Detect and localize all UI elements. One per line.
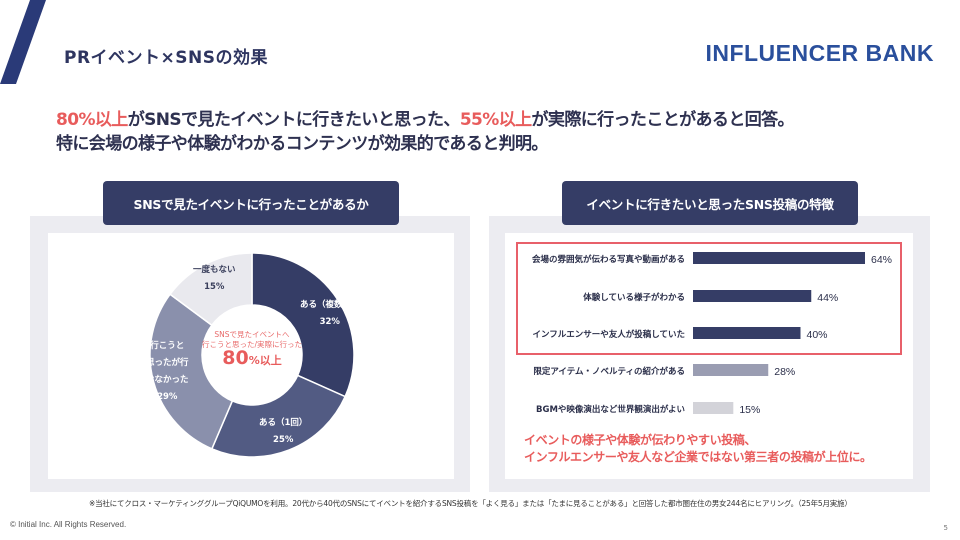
slice-label-multiple-times-value: 32% — [319, 317, 340, 327]
donut-center-number: 80 — [222, 347, 249, 369]
slice-label-once: ある（1回） 25% — [259, 415, 307, 449]
headline-stat-1: 80%以上 — [56, 110, 128, 130]
headline-line-1: 80%以上がSNSで見たイベントに行きたいと思った、55%以上が実際に行ったこと… — [56, 108, 795, 132]
right-panel-card — [505, 233, 913, 479]
bar-chart-callout: イベントの様子や体験が伝わりやすい投稿、 インフルエンサーや友人など企業ではない… — [524, 432, 872, 466]
donut-center-caption-line-1: SNSで見たイベントへ — [214, 330, 290, 339]
slice-label-wanted-line-3: けなかった — [146, 375, 189, 385]
donut-center-caption: SNSで見たイベントへ 行こうと思った/実際に行った — [196, 330, 308, 350]
bar — [693, 252, 865, 264]
headline-line-2: 特に会場の様子や体験がわかるコンテンツが効果的であると判明。 — [56, 134, 548, 154]
slice-label-multiple-times-name: ある（複数回） — [300, 300, 360, 310]
headline-text-2: が実際に行ったことがあると回答。 — [531, 110, 795, 130]
bar-value-label: 64% — [871, 254, 892, 266]
bar-value-label: 40% — [807, 329, 828, 341]
slice-label-once-value: 25% — [273, 435, 294, 445]
bar-category-label: インフルエンサーや友人が投稿していた — [533, 329, 686, 340]
slice-label-never: 一度もない 15% — [193, 262, 236, 296]
bar-category-label: BGMや映像演出など世界観演出がよい — [536, 404, 685, 415]
bar — [693, 402, 734, 414]
slice-label-never-name: 一度もない — [193, 265, 236, 275]
slice-label-once-name: ある（1回） — [259, 418, 308, 428]
bar — [693, 290, 812, 302]
copyright: © Initial Inc. All Rights Reserved. — [10, 520, 127, 529]
right-panel-heading: イベントに行きたいと思ったSNS投稿の特徴 — [562, 181, 858, 225]
bar-chart: 会場の雰囲気が伝わる写真や動画がある 64% 体験している様子がわかる 44% インフル… — [531, 252, 892, 416]
survey-footnote: ※当社にてクロス・マーケティンググループQiQUMOを利用。20代から40代のS… — [89, 499, 852, 508]
slice-label-never-value: 15% — [204, 282, 225, 292]
bar — [693, 364, 769, 376]
callout-line-1: イベントの様子や体験が伝わりやすい投稿、 — [524, 433, 757, 447]
donut-slice-never — [168, 252, 253, 327]
donut-slice-multiple-times — [251, 252, 354, 398]
bar-category-label: 会場の雰囲気が伝わる写真や動画がある — [531, 254, 685, 265]
donut-center-value: 80%以上 — [196, 347, 308, 369]
bar-category-label: 体験している様子がわかる — [583, 292, 685, 303]
page-number: 5 — [943, 524, 948, 532]
slice-label-wanted-line-1: 行こうと — [150, 341, 185, 351]
corner-stripe-decoration — [0, 0, 46, 84]
headline-text-1: がSNSで見たイベントに行きたいと思った、 — [127, 110, 461, 130]
headline: 80%以上がSNSで見たイベントに行きたいと思った、55%以上が実際に行ったこと… — [56, 108, 795, 156]
left-panel-heading: SNSで見たイベントに行ったことがあるか — [103, 181, 399, 225]
slice-label-wanted-value: 29% — [157, 392, 178, 402]
bar — [693, 327, 801, 339]
top-three-highlight-box — [516, 242, 902, 355]
slice-label-wanted-line-2: 思ったが行 — [146, 358, 189, 368]
donut-slice-wanted-but-couldnt — [150, 293, 234, 450]
donut-chart — [150, 252, 354, 458]
bar-value-label: 28% — [774, 366, 795, 378]
bar-value-label: 15% — [739, 404, 760, 416]
donut-slice-once — [210, 374, 347, 458]
headline-stat-2: 55%以上 — [459, 110, 532, 130]
bar-category-label: 限定アイテム・ノベルティの紹介がある — [533, 366, 685, 377]
slice-label-wanted-but-couldnt: 行こうと 思ったが行 けなかった 29% — [146, 338, 189, 406]
donut-center-unit: %以上 — [248, 354, 282, 367]
callout-line-2: インフルエンサーや友人など企業ではない第三者の投稿が上位に。 — [524, 450, 872, 464]
bar-value-label: 44% — [817, 292, 838, 304]
donut-center-caption-line-2: 行こうと思った/実際に行った — [201, 340, 303, 349]
slice-label-multiple-times: ある（複数回） 32% — [300, 297, 360, 331]
slide-title: PRイベント×SNSの効果 — [64, 48, 269, 68]
brand-logo: INFLUENCER BANK — [705, 40, 934, 66]
